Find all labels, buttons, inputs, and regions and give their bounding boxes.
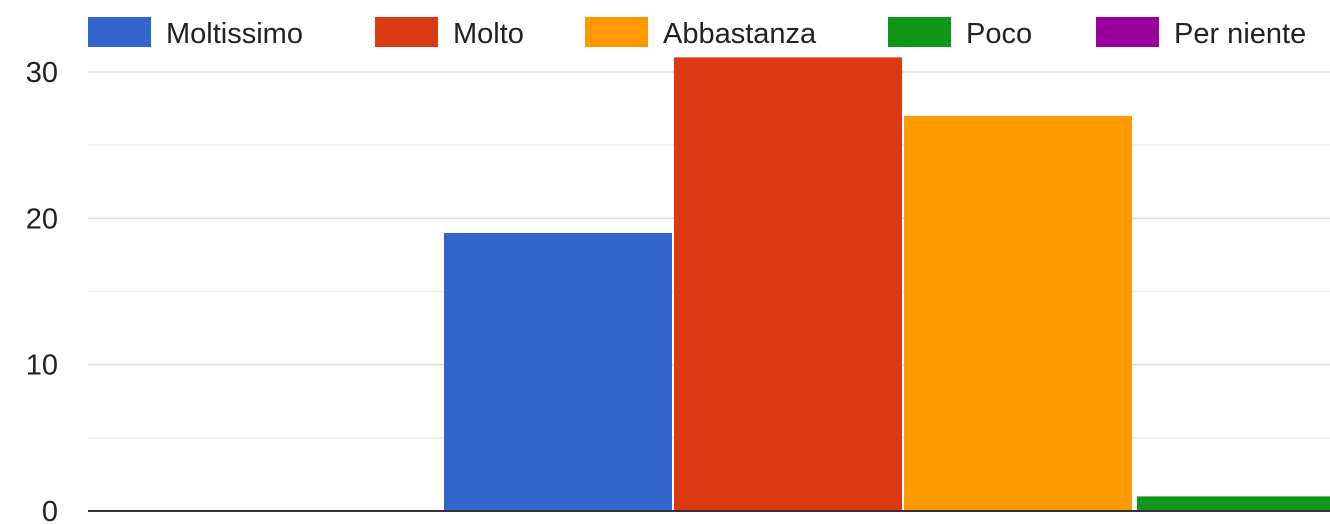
legend-label: Moltissimo <box>166 18 303 50</box>
y-tick-label: 20 <box>26 203 58 235</box>
legend-label: Per niente <box>1174 18 1306 50</box>
legend-label: Abbastanza <box>663 18 817 50</box>
bar-molto <box>674 57 902 511</box>
y-tick-label: 10 <box>26 350 58 382</box>
bar-moltissimo <box>444 232 672 511</box>
y-tick-label: 0 <box>42 496 58 524</box>
bar-abbastanza <box>904 115 1132 512</box>
legend-item-abbastanza[interactable]: Abbastanza <box>585 17 817 50</box>
legend-item-molto[interactable]: Molto <box>375 17 524 50</box>
bars <box>444 57 1330 512</box>
legend-swatch <box>88 17 151 47</box>
legend-label: Molto <box>453 18 524 50</box>
legend-swatch <box>1096 17 1159 47</box>
legend-item-per-niente[interactable]: Per niente <box>1096 17 1306 50</box>
legend-label: Poco <box>966 18 1032 50</box>
legend-item-moltissimo[interactable]: Moltissimo <box>88 17 303 50</box>
legend-item-poco[interactable]: Poco <box>888 17 1032 50</box>
legend-swatch <box>585 17 648 47</box>
y-tick-label: 30 <box>26 57 58 89</box>
legend-swatch <box>888 17 951 47</box>
bar-poco <box>1137 496 1330 511</box>
y-axis: 0 10 20 30 <box>26 57 1330 524</box>
legend-swatch <box>375 17 438 47</box>
legend: Moltissimo Molto Abbastanza Poco Per niente <box>88 17 1306 50</box>
